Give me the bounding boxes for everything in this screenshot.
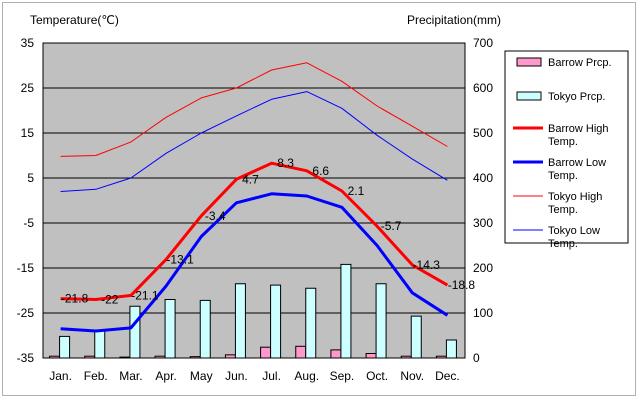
- data-label: 2.1: [348, 184, 365, 198]
- legend-label: Temp.: [548, 136, 578, 148]
- bar-barrow-prcp: [224, 354, 236, 359]
- data-label: 4.7: [242, 172, 259, 186]
- line-barrow-high-temp: [60, 161, 449, 301]
- bar-tokyo-prcp: [199, 299, 211, 359]
- bar-tokyo-prcp: [94, 330, 106, 359]
- line-barrow-low-temp: [60, 192, 449, 333]
- data-label: -21.1: [131, 288, 159, 302]
- prcp-tick-label: 700: [473, 36, 493, 50]
- chart-frame: [2, 2, 636, 396]
- legend-label: Barrow High: [548, 123, 609, 135]
- temp-tick-label: -15: [17, 261, 35, 275]
- prcp-tick-label: 200: [473, 261, 493, 275]
- bar-tokyo-prcp: [410, 315, 422, 359]
- data-label: 6.6: [312, 164, 329, 178]
- bar-barrow-prcp: [49, 355, 61, 359]
- month-tick-label: Aug.: [294, 369, 319, 383]
- bar-barrow-prcp: [295, 345, 307, 359]
- legend-label: Barrow Prcp.: [548, 57, 612, 69]
- bar-barrow-prcp: [119, 356, 131, 359]
- legend-label: Tokyo High: [548, 191, 602, 203]
- data-label: -3.4: [205, 209, 226, 223]
- legend-label: Temp.: [548, 238, 578, 250]
- legend-box: [504, 50, 629, 244]
- prcp-tick-label: 600: [473, 81, 493, 95]
- bar-tokyo-prcp: [305, 287, 317, 359]
- temp-tick-label: 5: [27, 171, 34, 185]
- plot-background: [42, 42, 466, 359]
- data-label: 8.3: [277, 156, 294, 170]
- month-tick-label: May: [190, 369, 213, 383]
- left-axis-label: Temperature(℃): [30, 13, 119, 27]
- month-tick-label: Oct.: [366, 369, 388, 383]
- legend-label: Temp.: [548, 170, 578, 182]
- temp-tick-label: 15: [21, 126, 35, 140]
- data-label: -18.8: [448, 278, 476, 292]
- month-tick-label: Jul.: [262, 369, 281, 383]
- bar-barrow-prcp: [260, 346, 272, 359]
- month-tick-label: Apr.: [155, 369, 176, 383]
- legend: Barrow Prcp.Tokyo Prcp.Barrow HighTemp.B…: [504, 50, 629, 250]
- bar-barrow-prcp: [400, 355, 412, 359]
- data-label: -13.1: [166, 252, 194, 266]
- prcp-tick-label: 300: [473, 216, 493, 230]
- data-label: -22: [101, 293, 119, 307]
- line-tokyo-low-temp: [60, 91, 448, 192]
- temp-tick-label: -25: [17, 306, 35, 320]
- legend-label: Temp.: [548, 204, 578, 216]
- bar-tokyo-prcp: [59, 335, 71, 359]
- month-tick-label: Nov.: [400, 369, 424, 383]
- month-tick-label: Jun.: [225, 369, 248, 383]
- bar-barrow-prcp: [189, 356, 201, 359]
- legend-label: Tokyo Low: [548, 225, 600, 237]
- month-tick-label: Feb.: [84, 369, 108, 383]
- legend-swatch-bar: [516, 91, 542, 101]
- legend-label: Barrow Low: [548, 157, 606, 169]
- bar-tokyo-prcp: [164, 299, 176, 359]
- line-tokyo-high-temp: [60, 62, 448, 157]
- bar-barrow-prcp: [435, 355, 447, 359]
- prcp-tick-label: 0: [473, 351, 480, 365]
- month-tick-label: Sep.: [330, 369, 355, 383]
- bar-tokyo-prcp: [445, 339, 457, 359]
- prcp-tick-label: 400: [473, 171, 493, 185]
- bar-barrow-prcp: [84, 355, 96, 359]
- bar-tokyo-prcp: [270, 284, 282, 359]
- right-axis-label: Precipitation(mm): [407, 13, 501, 27]
- bar-barrow-prcp: [365, 353, 377, 359]
- plot-area: 35 25 15 5 -5 -15 -25 -35 700 600 500 400 300 200 100 0…: [17, 36, 494, 383]
- prcp-tick-label: 100: [473, 306, 493, 320]
- bar-tokyo-prcp: [375, 283, 387, 359]
- data-label: -5.7: [381, 219, 402, 233]
- bar-tokyo-prcp: [234, 283, 246, 359]
- bar-tokyo-prcp: [340, 263, 352, 359]
- bar-barrow-prcp: [330, 349, 342, 359]
- legend-swatch-bar: [516, 57, 542, 67]
- temp-tick-label: -35: [17, 351, 35, 365]
- bar-barrow-prcp: [154, 355, 166, 359]
- temp-tick-label: 35: [21, 36, 35, 50]
- month-tick-label: Jan.: [49, 369, 72, 383]
- bar-tokyo-prcp: [129, 305, 141, 359]
- temp-tick-label: 25: [21, 81, 35, 95]
- data-label: -14.3: [413, 258, 441, 272]
- prcp-tick-label: 500: [473, 126, 493, 140]
- data-label: -21.8: [61, 292, 89, 306]
- temp-tick-label: -5: [23, 216, 34, 230]
- legend-label: Tokyo Prcp.: [548, 91, 605, 103]
- month-tick-label: Mar.: [119, 369, 142, 383]
- month-tick-label: Dec.: [435, 369, 460, 383]
